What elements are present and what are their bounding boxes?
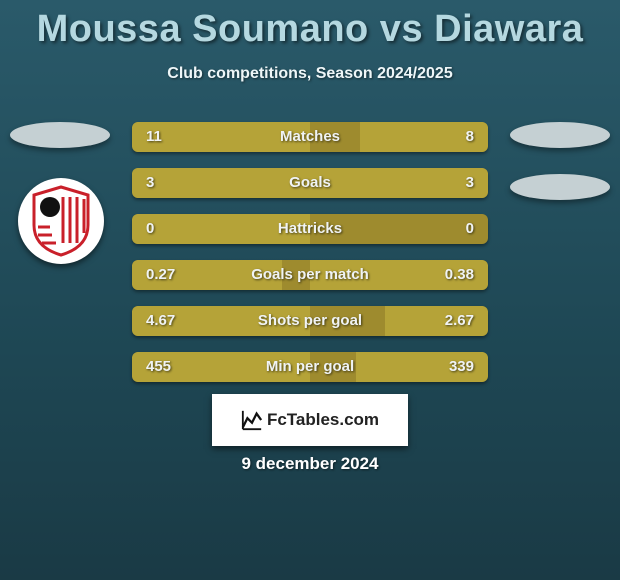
stat-label: Min per goal (132, 352, 488, 382)
stat-row: 455Min per goal339 (132, 352, 488, 382)
page-subtitle: Club competitions, Season 2024/2025 (0, 65, 620, 83)
stat-value-right: 0.38 (445, 260, 474, 290)
stat-value-right: 2.67 (445, 306, 474, 336)
date-label: 9 december 2024 (0, 454, 620, 474)
stat-row: 0.27Goals per match0.38 (132, 260, 488, 290)
club-crest-icon (30, 185, 92, 257)
stats-table: 11Matches8 3Goals3 0Hattricks0 0.27Goals pe… (132, 122, 488, 398)
stat-value-right: 3 (466, 168, 474, 198)
stat-row: 3Goals3 (132, 168, 488, 198)
stat-value-right: 339 (449, 352, 474, 382)
brand-label: FcTables.com (267, 410, 379, 430)
brand-badge[interactable]: FcTables.com (212, 394, 408, 446)
player-right-slot-2 (510, 174, 610, 200)
stat-label: Matches (132, 122, 488, 152)
stat-label: Shots per goal (132, 306, 488, 336)
stat-row: 4.67Shots per goal2.67 (132, 306, 488, 336)
player-left-slot (10, 122, 110, 148)
stat-label: Goals per match (132, 260, 488, 290)
stat-row: 0Hattricks0 (132, 214, 488, 244)
stat-value-right: 0 (466, 214, 474, 244)
player-right-slot-1 (510, 122, 610, 148)
page-title: Moussa Soumano vs Diawara (0, 0, 620, 51)
brand-logo-icon (241, 409, 263, 431)
stat-label: Hattricks (132, 214, 488, 244)
stat-value-right: 8 (466, 122, 474, 152)
club-badge (18, 178, 104, 264)
stat-label: Goals (132, 168, 488, 198)
stat-row: 11Matches8 (132, 122, 488, 152)
